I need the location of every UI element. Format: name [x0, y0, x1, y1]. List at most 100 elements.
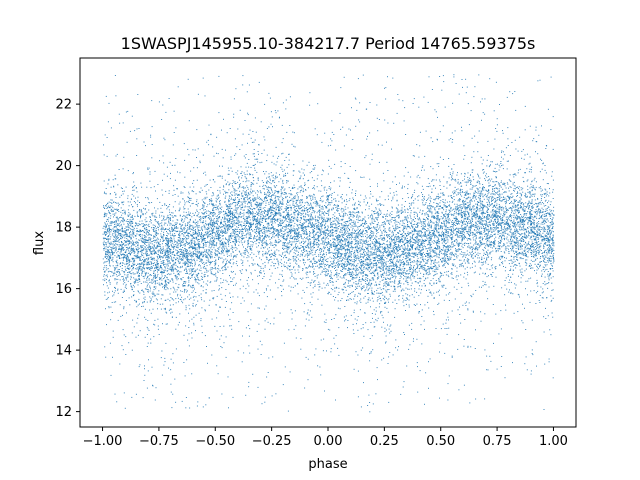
data-point — [383, 321, 384, 323]
data-point — [384, 223, 386, 225]
data-point — [184, 218, 186, 220]
data-point — [292, 227, 294, 229]
data-point — [267, 218, 269, 220]
data-point — [188, 214, 190, 216]
data-point — [222, 224, 224, 225]
data-point — [509, 231, 511, 233]
data-point — [505, 216, 507, 218]
data-point — [118, 246, 120, 248]
data-point — [226, 259, 228, 261]
data-point — [139, 236, 141, 237]
data-point — [287, 199, 289, 201]
data-point — [543, 271, 545, 273]
data-point — [498, 204, 500, 205]
data-point — [213, 228, 215, 230]
data-point — [164, 251, 166, 253]
data-point — [365, 289, 367, 291]
data-point — [123, 201, 125, 203]
data-point — [309, 223, 311, 225]
data-point — [323, 189, 325, 191]
data-point — [193, 167, 195, 169]
data-point — [506, 238, 508, 240]
data-point — [373, 257, 375, 259]
data-point — [389, 234, 391, 236]
data-point — [516, 242, 518, 244]
data-point — [503, 229, 505, 231]
data-point — [462, 238, 464, 240]
data-point — [298, 214, 299, 216]
data-point — [371, 232, 373, 234]
data-point — [539, 246, 541, 248]
data-point — [450, 248, 452, 250]
data-point — [259, 162, 261, 164]
data-point — [430, 236, 432, 238]
data-point — [219, 326, 221, 327]
data-point — [391, 268, 393, 270]
data-point — [541, 195, 543, 197]
data-point — [198, 226, 200, 228]
data-point — [381, 237, 383, 239]
data-point — [520, 195, 522, 197]
data-point — [229, 211, 231, 213]
data-point — [539, 201, 541, 203]
data-point — [289, 237, 291, 239]
data-point — [353, 225, 355, 227]
data-point — [491, 195, 493, 197]
data-point — [271, 203, 273, 205]
data-point — [183, 206, 185, 208]
data-point — [152, 293, 154, 295]
data-point — [474, 192, 476, 194]
data-point — [136, 211, 138, 213]
data-point — [164, 139, 166, 141]
data-point — [146, 252, 148, 254]
data-point — [211, 218, 213, 220]
data-point — [516, 240, 518, 242]
data-point — [409, 259, 410, 261]
data-point — [492, 212, 494, 214]
data-point — [198, 244, 199, 246]
data-point — [112, 356, 113, 358]
data-point — [383, 285, 384, 287]
data-point — [309, 207, 310, 209]
data-point — [534, 255, 536, 257]
data-point — [514, 260, 516, 262]
data-point — [337, 250, 339, 251]
data-point — [314, 196, 316, 198]
data-point — [188, 221, 190, 223]
data-point — [489, 165, 491, 167]
data-point — [396, 254, 398, 256]
data-point — [170, 238, 172, 240]
data-point — [236, 146, 238, 148]
data-point — [156, 260, 158, 262]
data-point — [129, 237, 131, 239]
data-point — [110, 202, 112, 203]
data-point — [355, 250, 357, 252]
data-point — [489, 222, 491, 223]
data-point — [110, 224, 112, 226]
data-point — [150, 269, 152, 271]
data-point — [235, 172, 237, 174]
data-point — [210, 271, 212, 273]
data-point — [369, 257, 371, 259]
data-point — [137, 281, 139, 283]
data-point — [353, 238, 355, 240]
data-point — [143, 277, 145, 279]
data-point — [343, 247, 345, 249]
data-point — [164, 204, 166, 206]
data-point — [473, 214, 474, 216]
data-point — [520, 223, 522, 225]
data-point — [424, 284, 426, 286]
data-point — [111, 302, 113, 303]
data-point — [137, 94, 139, 95]
data-point — [241, 361, 243, 363]
data-point — [343, 229, 345, 231]
data-point — [407, 256, 409, 258]
data-point — [260, 221, 262, 223]
data-point — [244, 198, 246, 200]
data-point — [269, 254, 271, 256]
data-point — [345, 252, 347, 254]
data-point — [374, 291, 375, 293]
data-point — [238, 244, 240, 246]
data-point — [239, 179, 240, 181]
data-point — [336, 273, 338, 275]
